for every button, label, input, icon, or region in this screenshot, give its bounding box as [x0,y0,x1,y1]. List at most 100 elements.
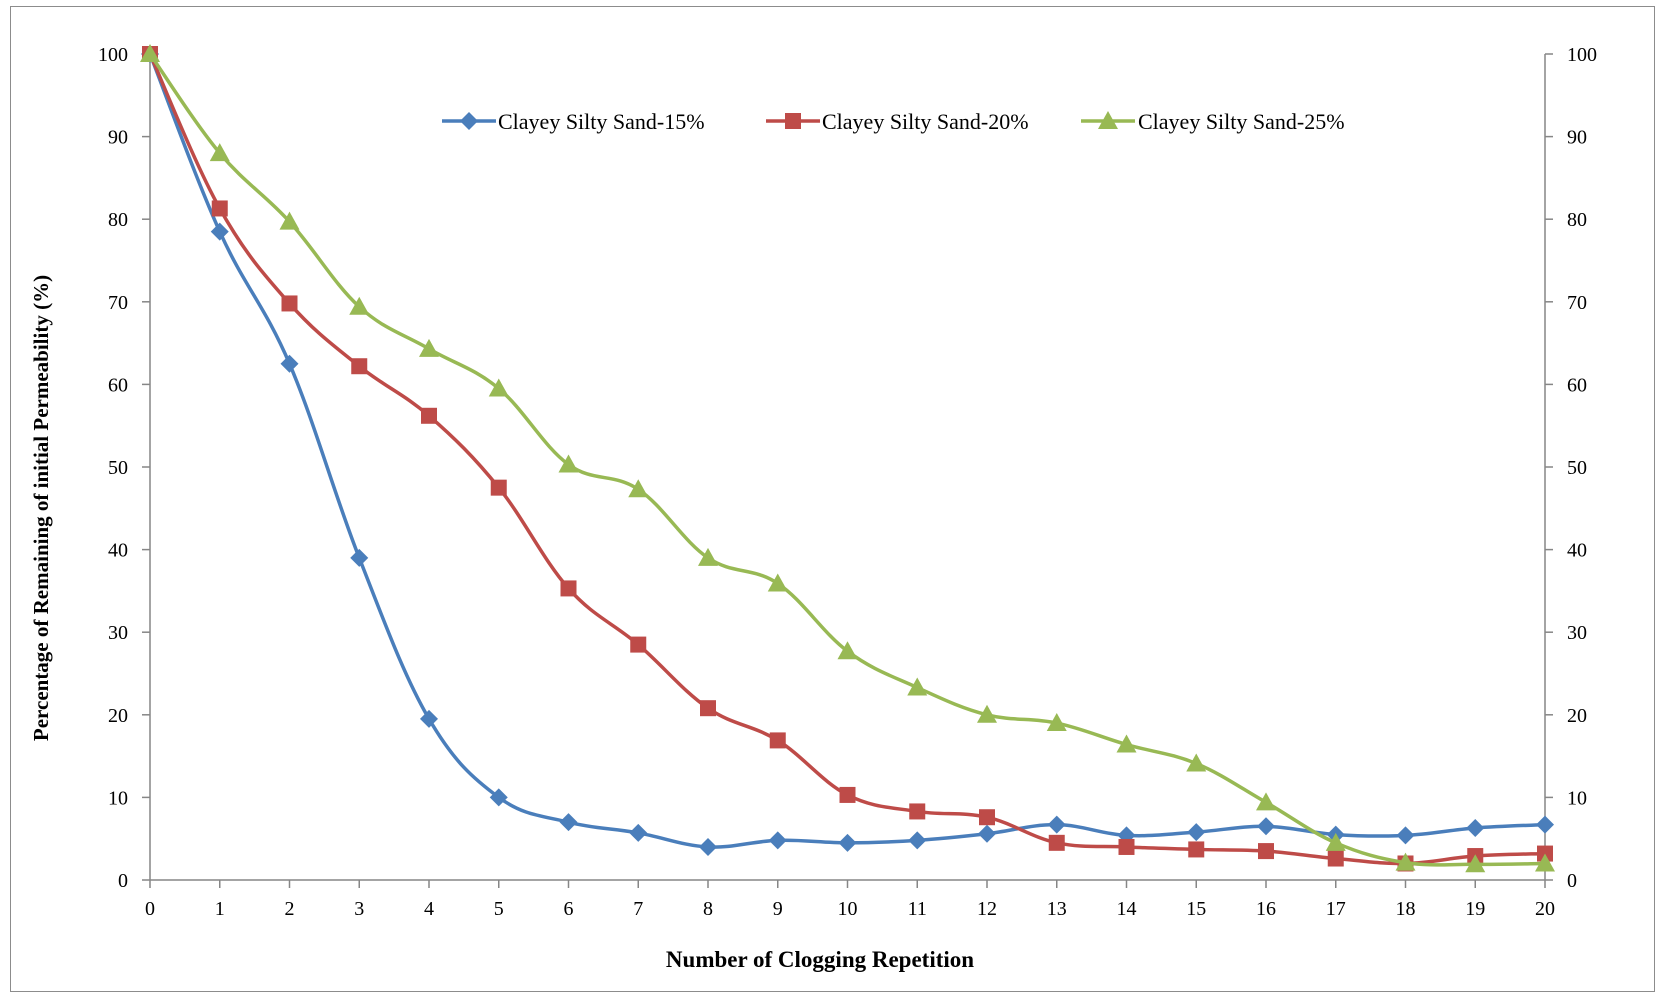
data-point [1188,841,1205,858]
y-tick-label-left: 40 [108,540,128,562]
data-point [1466,818,1485,837]
y-tick-label-left: 80 [108,209,128,231]
x-tick-label: 14 [1117,898,1137,920]
x-tick-label: 19 [1465,898,1485,920]
y-tick-label-right: 10 [1567,787,1587,809]
data-point [1048,834,1065,851]
y-tick-label-left: 100 [98,44,128,66]
data-point [1187,823,1206,842]
data-point [908,831,927,850]
series-2 [142,46,1553,872]
series-line [148,52,1546,867]
legend-item: Clayey Silty Sand-15% [442,109,705,134]
data-point [1327,850,1344,867]
data-point [1186,753,1207,772]
data-point [1258,843,1274,860]
data-point [488,378,509,397]
x-tick-label: 18 [1396,898,1416,920]
legend-marker [1098,111,1118,129]
data-point [1046,713,1067,732]
data-point [419,338,439,357]
legend-label: Clayey Silty Sand-20% [822,109,1029,134]
x-tick-label: 17 [1326,898,1346,920]
y-tick-label-left: 60 [108,374,128,396]
data-point [1396,826,1415,845]
legend-label: Clayey Silty Sand-15% [498,109,705,134]
y-axis-title: Percentage of Remaining of initial Perme… [29,275,53,741]
data-point [421,407,437,424]
chart-frame [10,6,1655,992]
data-point [1116,734,1137,753]
x-tick-label: 15 [1186,898,1206,920]
data-point [351,358,368,375]
y-tick-label-right: 70 [1567,292,1587,314]
data-point [628,479,649,498]
data-point [350,548,369,567]
y-tick-label-right: 20 [1567,705,1587,727]
data-point [489,788,508,807]
x-axis-title: Number of Clogging Repetition [666,947,974,972]
data-point [280,354,299,373]
data-point [839,786,856,803]
x-tick-label: 0 [145,898,155,920]
x-tick-label: 5 [494,898,504,920]
data-point [559,813,578,832]
data-point [907,677,928,696]
series-1 [141,45,1554,856]
series-3 [140,44,1555,873]
x-tick-label: 4 [424,898,434,920]
data-point [560,580,577,597]
data-point [977,704,997,723]
x-tick-label: 1 [215,898,225,920]
data-point [1535,853,1555,872]
y-tick-label-left: 90 [108,127,128,149]
legend-item: Clayey Silty Sand-20% [766,109,1029,134]
x-tick-label: 10 [838,898,858,920]
data-point [978,824,996,843]
data-point [210,222,229,241]
data-point [769,732,786,749]
x-tick-label: 16 [1256,898,1276,920]
series-layer [140,44,1555,873]
data-point [837,641,858,660]
data-point [209,143,230,162]
series-line [148,53,1546,849]
x-tick-label: 20 [1535,898,1555,920]
data-point [838,833,857,852]
data-point [629,823,648,842]
data-point [1325,832,1346,851]
y-tick-label-left: 50 [108,457,128,479]
legend-marker [460,112,478,130]
y-tick-label-left: 0 [118,870,128,892]
data-point [1536,815,1554,834]
data-point [420,709,438,728]
data-point [349,296,370,315]
data-point [1395,852,1416,871]
y-tick-label-right: 30 [1567,622,1587,644]
legend: Clayey Silty Sand-15% Clayey Silty Sand-2… [442,109,1345,134]
data-point [1257,817,1275,836]
x-tick-label: 3 [354,898,364,920]
data-point [1465,854,1486,873]
x-tick-label: 9 [773,898,783,920]
x-tick-label: 12 [977,898,997,920]
y-tick-label-right: 0 [1567,870,1577,892]
data-point [768,831,787,850]
y-tick-label-right: 60 [1567,374,1587,396]
x-tick-label: 8 [703,898,713,920]
data-point [700,700,716,717]
data-point [281,295,298,312]
data-point [698,547,718,566]
x-tick-label: 6 [564,898,574,920]
y-tick-label-left: 20 [108,705,128,727]
legend-marker [785,113,801,129]
data-point [140,44,160,62]
data-point [279,211,300,230]
y-tick-label-right: 50 [1567,457,1587,479]
x-tick-label: 13 [1047,898,1067,920]
data-point [630,636,647,653]
data-point [1118,838,1135,855]
x-tick-label: 11 [908,898,927,920]
